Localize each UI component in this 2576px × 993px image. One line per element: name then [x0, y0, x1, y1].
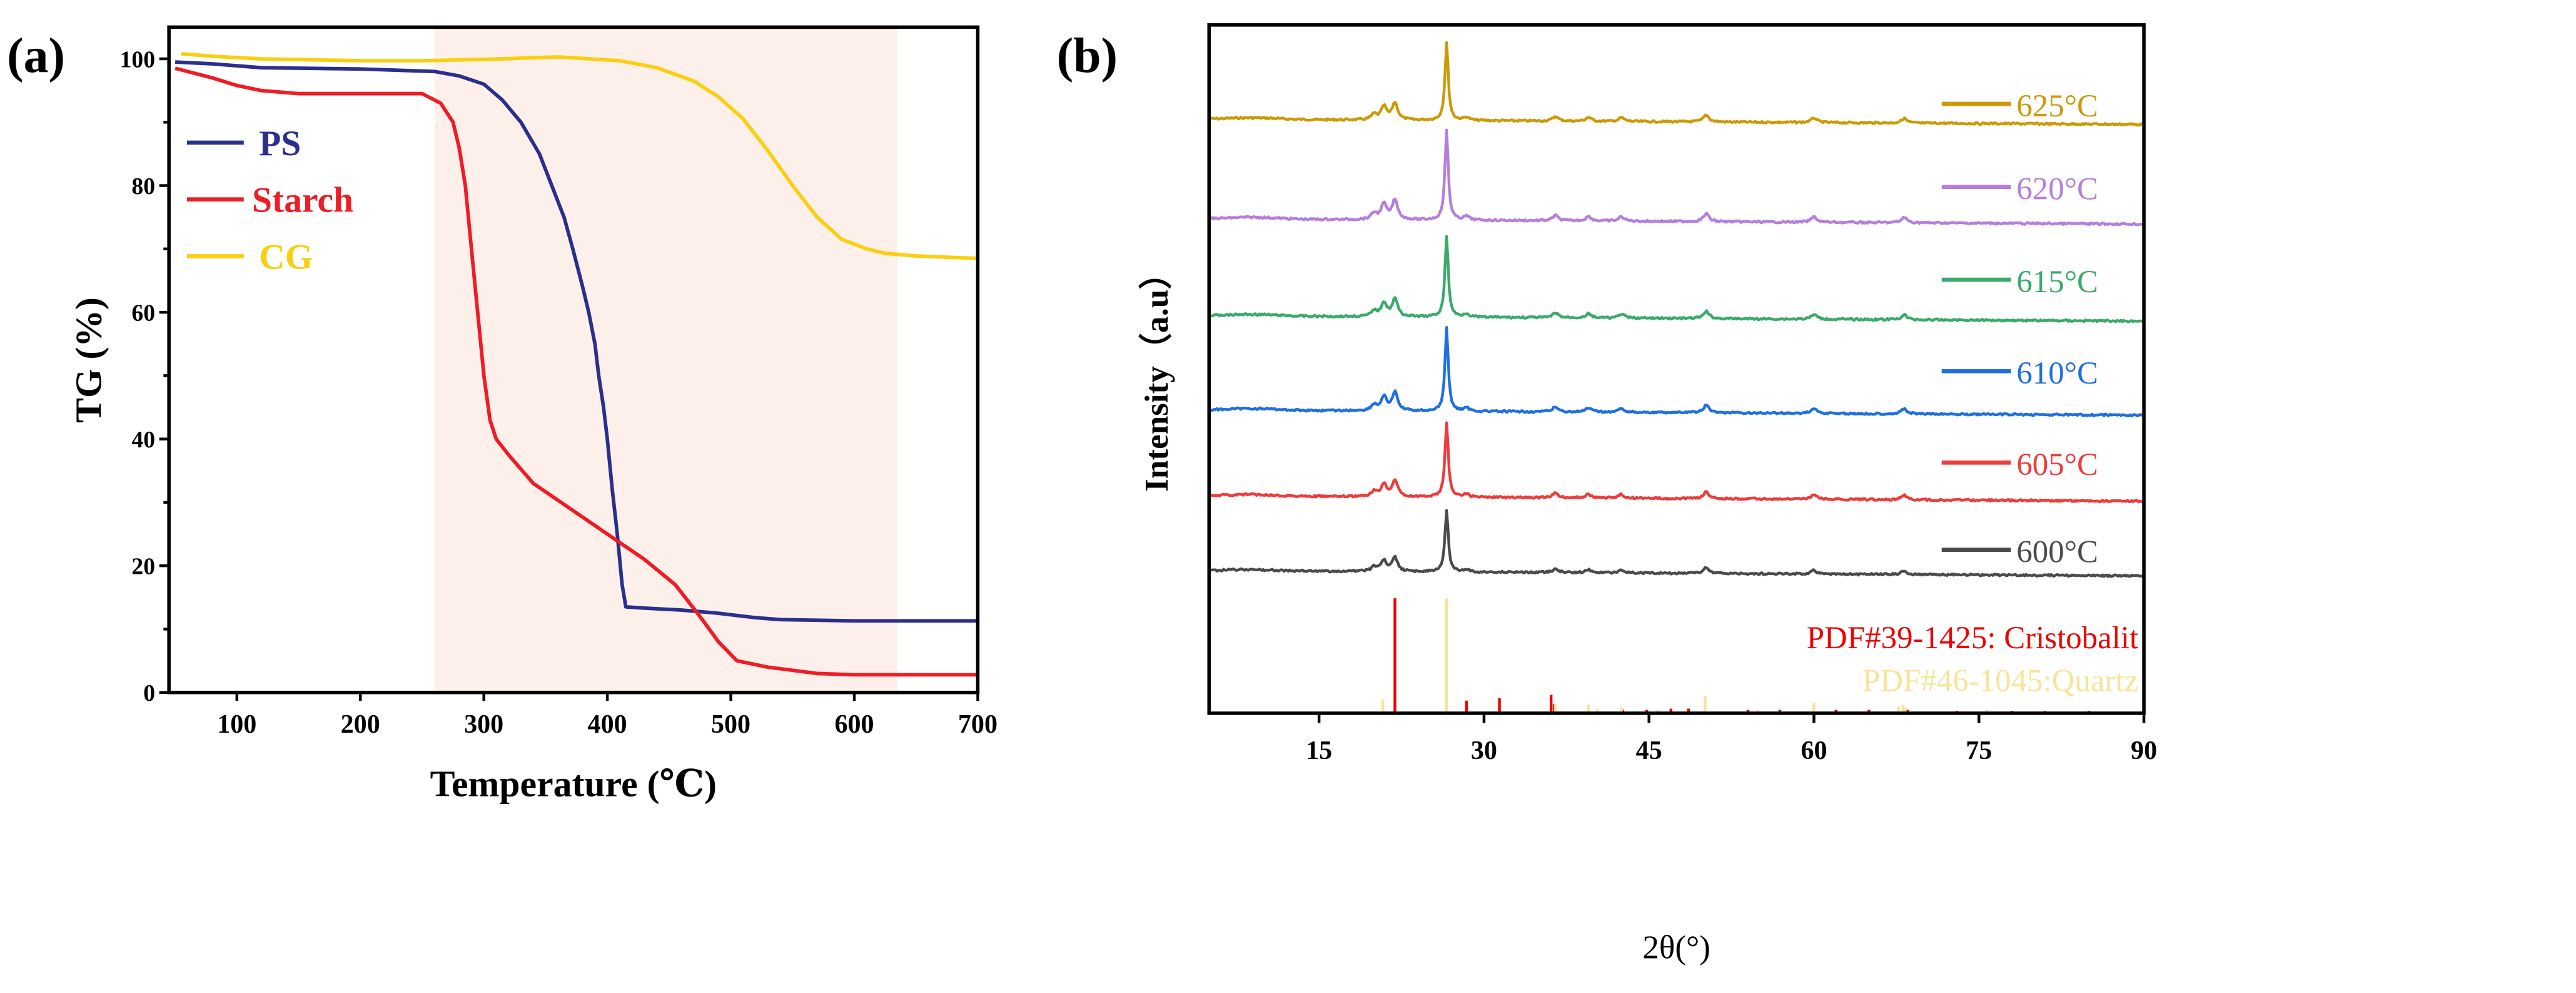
x-tick-label: 90 [2131, 736, 2157, 765]
legend-label: 625°C [2016, 89, 2098, 124]
y-tick-label: 80 [131, 173, 155, 200]
y-tick-label: 20 [131, 553, 155, 579]
reference-label: PDF#46-1045:Quartz [1862, 663, 2138, 698]
y-axis-label: TG (%) [68, 297, 109, 423]
legend-label: 605°C [2016, 447, 2098, 482]
legend-label: 610°C [2016, 356, 2098, 391]
xrd-curve-600 [1208, 509, 2144, 578]
legend-label: 600°C [2016, 535, 2098, 570]
reference-label: PDF#39-1425: Cristobalit [1807, 621, 2138, 656]
xrd-curve-605 [1208, 421, 2144, 504]
plot-frame-b [1207, 23, 2146, 715]
legend-label-ps: PS [259, 124, 301, 163]
x-tick-label: 45 [1636, 736, 1662, 765]
xrd-curve-620 [1209, 128, 2144, 227]
x-tick-label: 300 [464, 710, 503, 739]
xrd-curve-615 [1208, 235, 2144, 323]
panel-label-b: (b) [1057, 28, 1118, 83]
series-line-ps [174, 60, 978, 623]
x-tick-label: 400 [588, 710, 627, 739]
y-tick-label: 40 [131, 427, 155, 453]
x-axis-label: Temperature (℃) [430, 763, 717, 805]
x-tick-label: 75 [1966, 736, 1992, 765]
x-tick-label: 200 [341, 710, 380, 739]
x-tick-label: 700 [958, 710, 998, 739]
x-tick-label: 60 [1801, 736, 1827, 765]
plot-frame-a [167, 25, 980, 695]
x-axis-label: 2θ(°) [1642, 930, 1710, 966]
x-tick-label: 600 [834, 710, 874, 739]
y-tick-label: 60 [131, 300, 155, 326]
panel-label-a: (a) [7, 28, 65, 83]
x-tick-label: 30 [1471, 736, 1497, 765]
y-tick-label: 100 [120, 46, 155, 73]
legend-label: 615°C [2016, 265, 2098, 300]
panel-a: 100 200 300 400 500 600 700 0 20 40 60 80 100 Tempera… [7, 25, 998, 805]
y-tick-label: 0 [143, 680, 155, 706]
legend-label-cg: CG [259, 237, 313, 277]
legend-label: 620°C [2016, 172, 2098, 207]
series-line-cg [181, 52, 978, 260]
x-tick-label: 500 [711, 710, 750, 739]
x-tick-label: 15 [1306, 736, 1332, 765]
shaded-region [434, 27, 898, 693]
xrd-curve-625 [1209, 41, 2144, 127]
panel-b: 625°C 620°C 615°C 610°C 605°C 600°C PDF#39-142… [1057, 23, 2157, 966]
legend-label-starch: Starch [252, 181, 353, 220]
x-tick-label: 100 [217, 710, 256, 739]
series-line-starch [174, 66, 978, 677]
xrd-curve-610 [1208, 326, 2144, 418]
y-axis-label: Intensity（a.u） [1138, 256, 1175, 491]
